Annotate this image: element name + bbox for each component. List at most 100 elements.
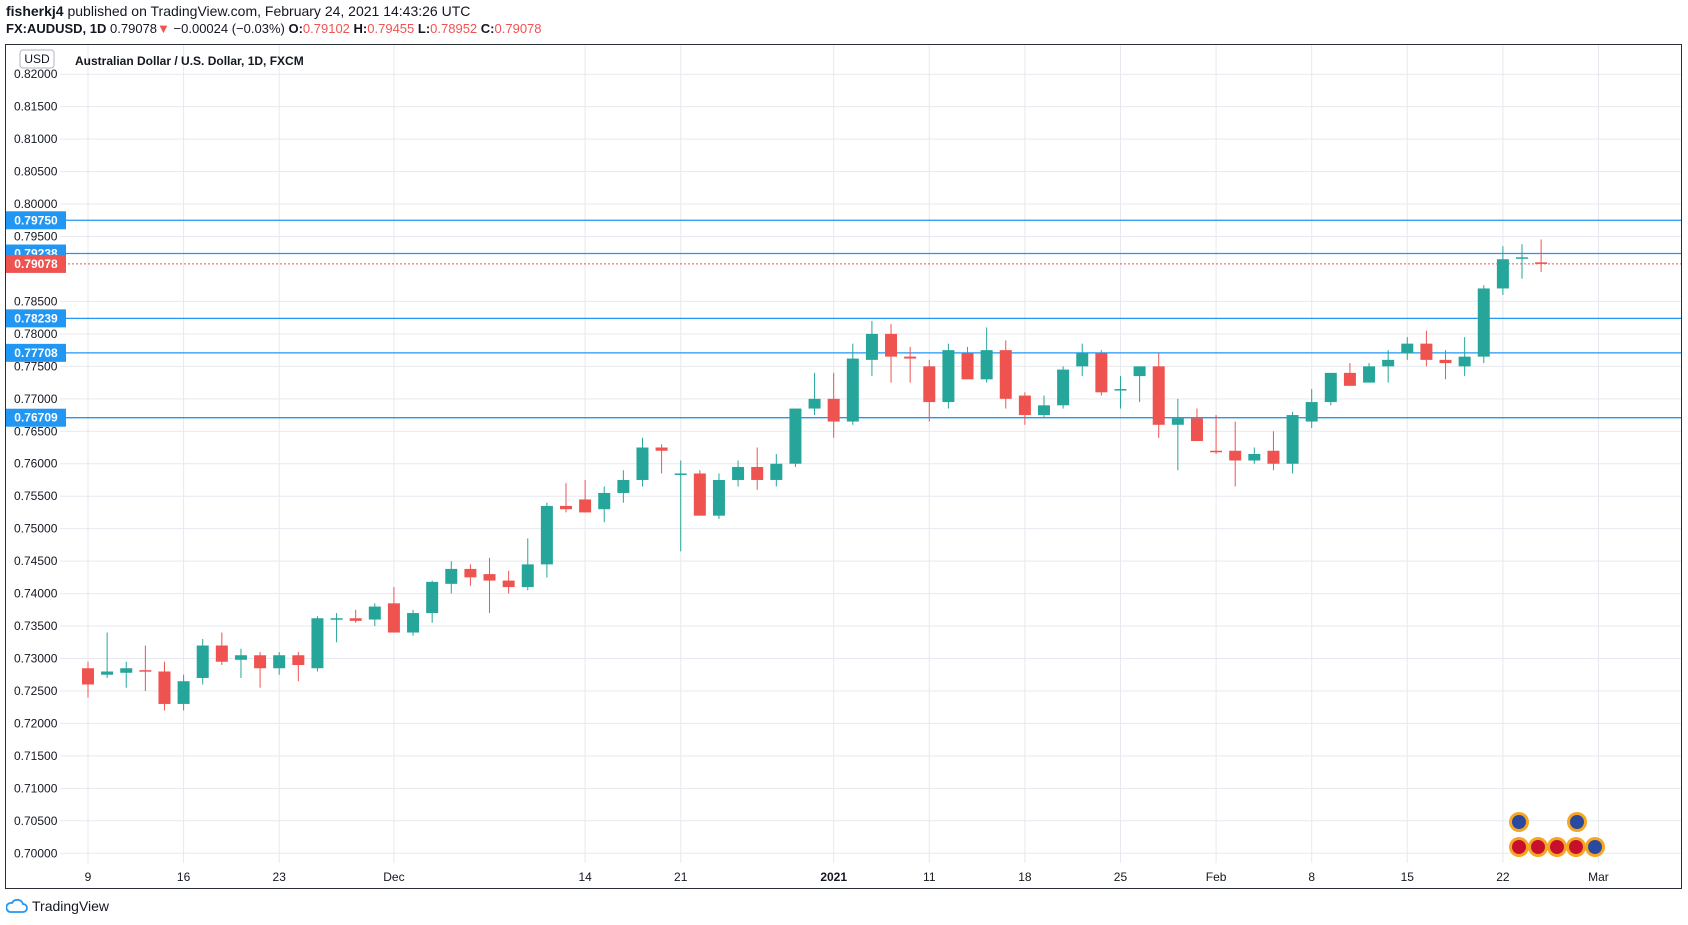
candle[interactable] [1229, 421, 1242, 487]
candle[interactable] [387, 587, 400, 633]
candle[interactable] [1439, 350, 1452, 380]
candle-body [1324, 372, 1337, 403]
candle[interactable] [579, 479, 592, 513]
candle[interactable] [502, 570, 515, 594]
candle[interactable] [1095, 350, 1108, 396]
candle[interactable] [1458, 337, 1471, 377]
candle-body [196, 645, 209, 678]
candle[interactable] [349, 609, 362, 623]
candle[interactable] [1057, 366, 1070, 409]
current-price-label: 0.79078 [14, 257, 58, 271]
candle[interactable] [789, 408, 802, 467]
candle[interactable] [368, 603, 381, 627]
candle[interactable] [904, 346, 917, 383]
candle[interactable] [177, 674, 190, 711]
candle[interactable] [1267, 431, 1280, 471]
candle[interactable] [234, 648, 247, 678]
y-tick-label: 0.81500 [14, 100, 58, 114]
tradingview-cloud-icon[interactable] [6, 899, 28, 913]
candle[interactable] [1401, 337, 1414, 360]
candle[interactable] [330, 613, 343, 643]
candle[interactable] [1496, 246, 1509, 295]
candle-body [387, 603, 400, 633]
candle[interactable] [636, 437, 649, 487]
candle[interactable] [1076, 343, 1089, 377]
event-markers[interactable] [1509, 812, 1605, 857]
candle[interactable] [1286, 411, 1299, 474]
candle[interactable] [827, 372, 840, 438]
candle[interactable] [464, 564, 477, 586]
candle[interactable] [82, 661, 94, 698]
candle[interactable] [215, 632, 228, 665]
candle[interactable] [674, 460, 687, 552]
candle[interactable] [273, 652, 286, 675]
candle[interactable] [521, 538, 534, 591]
candle[interactable] [1343, 363, 1356, 386]
candle[interactable] [1305, 389, 1318, 429]
candle[interactable] [1535, 239, 1548, 273]
candle[interactable] [196, 639, 209, 685]
candle[interactable] [1420, 330, 1433, 367]
candle[interactable] [1018, 392, 1031, 425]
candle[interactable] [254, 652, 267, 688]
level-tag[interactable] [6, 408, 66, 427]
candle[interactable] [846, 343, 859, 425]
level-tag[interactable] [6, 211, 66, 230]
candle[interactable] [1133, 366, 1146, 403]
candle[interactable] [999, 340, 1012, 409]
candle[interactable] [540, 502, 553, 578]
candle[interactable] [885, 324, 898, 383]
candle[interactable] [1382, 350, 1395, 383]
tradingview-brand[interactable]: TradingView [32, 898, 110, 914]
currency-badge[interactable]: USD [19, 49, 55, 69]
candle[interactable] [1038, 395, 1050, 419]
candle[interactable] [751, 447, 764, 490]
y-tick-label: 0.76500 [14, 424, 58, 438]
candle[interactable] [1171, 398, 1184, 471]
level-tag[interactable] [6, 343, 66, 362]
close-label: C: [480, 21, 495, 36]
level-tag[interactable] [6, 309, 66, 328]
candle[interactable] [712, 473, 725, 519]
candle[interactable] [770, 454, 783, 487]
candle[interactable] [1114, 376, 1127, 409]
candle[interactable] [808, 372, 821, 416]
x-tick-label: 25 [1114, 870, 1128, 884]
candle[interactable] [1190, 408, 1203, 442]
candle[interactable] [617, 470, 630, 503]
candle[interactable] [483, 557, 496, 614]
candle[interactable] [865, 320, 878, 377]
candle[interactable] [139, 645, 152, 691]
candle[interactable] [1152, 353, 1165, 438]
candle[interactable] [1324, 372, 1337, 406]
candle-body [330, 618, 343, 620]
candle[interactable] [598, 486, 611, 523]
candle[interactable] [693, 470, 706, 516]
y-tick-label: 0.81000 [14, 132, 58, 146]
candle[interactable] [311, 616, 324, 672]
candle[interactable] [732, 460, 745, 487]
candle[interactable] [158, 661, 171, 711]
symbol-name[interactable]: FX:AUDUSD, 1D [6, 21, 107, 36]
candle[interactable] [407, 609, 420, 636]
candle[interactable] [923, 359, 936, 422]
current-price-tag[interactable] [6, 254, 66, 273]
candle[interactable] [1477, 285, 1490, 364]
candle[interactable] [560, 483, 572, 513]
candle[interactable] [1363, 363, 1376, 383]
candle[interactable] [942, 343, 955, 409]
candle[interactable] [1516, 244, 1528, 279]
candle[interactable] [101, 632, 114, 678]
candle[interactable] [961, 346, 974, 380]
low-label: L: [417, 21, 431, 36]
publisher-name[interactable]: fisherkj4 [6, 3, 64, 19]
candle[interactable] [980, 327, 993, 383]
candle[interactable] [120, 661, 133, 688]
candle[interactable] [655, 444, 668, 474]
candle[interactable] [1248, 447, 1261, 464]
candle[interactable] [445, 561, 458, 594]
candle[interactable] [1210, 415, 1223, 454]
candle[interactable] [426, 580, 439, 623]
candle[interactable] [292, 652, 305, 682]
